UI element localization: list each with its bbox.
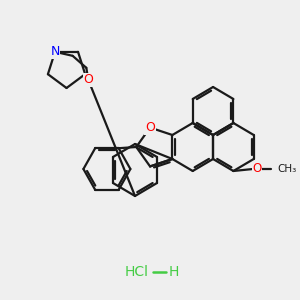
Text: N: N	[50, 45, 60, 58]
Text: CH₃: CH₃	[278, 164, 297, 174]
Text: O: O	[83, 73, 93, 86]
Text: O: O	[252, 163, 262, 176]
Text: H: H	[169, 265, 179, 279]
Text: HCl: HCl	[125, 265, 149, 279]
Text: O: O	[145, 121, 155, 134]
